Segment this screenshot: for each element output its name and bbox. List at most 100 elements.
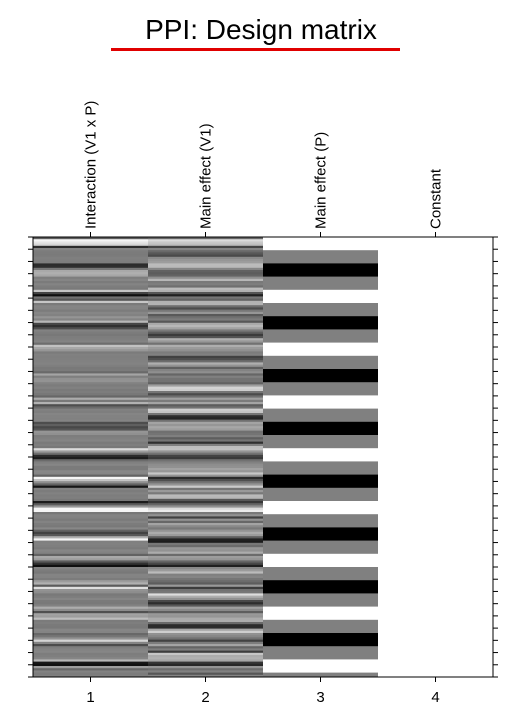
matrix-cell [148, 371, 264, 374]
matrix-cell [33, 263, 149, 266]
matrix-cell [33, 239, 149, 242]
matrix-cell [148, 547, 264, 550]
matrix-cell [33, 325, 149, 328]
matrix-cell [33, 272, 149, 275]
matrix-cell [148, 424, 264, 427]
matrix-cell [263, 659, 379, 673]
column-label-1: Interaction (V1 x P) [83, 101, 100, 229]
matrix-cell [263, 448, 379, 462]
matrix-cell [148, 338, 264, 341]
matrix-cell [33, 490, 149, 493]
matrix-cell [33, 278, 149, 282]
matrix-cell [148, 650, 264, 654]
matrix-cell [148, 402, 264, 405]
matrix-cell [33, 641, 149, 645]
matrix-cell [33, 600, 149, 603]
matrix-cell [33, 586, 149, 590]
matrix-cell [33, 406, 149, 409]
matrix-cell [148, 457, 264, 460]
matrix-cell [263, 593, 379, 607]
matrix-cell [148, 428, 264, 431]
matrix-cell [33, 281, 149, 284]
matrix-cell [33, 584, 149, 588]
matrix-cell [148, 490, 264, 493]
matrix-cell [148, 327, 264, 330]
matrix-cell [148, 485, 264, 489]
matrix-cell [148, 538, 264, 541]
matrix-cell [148, 265, 264, 269]
matrix-cell [148, 498, 264, 502]
matrix-cell [33, 531, 149, 535]
matrix-cell [33, 571, 149, 574]
matrix-cell [33, 545, 149, 548]
matrix-cell [33, 496, 149, 500]
matrix-cell [33, 371, 149, 374]
matrix-cell [33, 382, 149, 385]
matrix-cell [148, 344, 264, 348]
matrix-cell [33, 353, 149, 357]
matrix-cell [33, 421, 149, 425]
matrix-cell [148, 243, 264, 247]
matrix-cell [148, 366, 264, 370]
matrix-cell [148, 369, 264, 372]
matrix-cell [33, 397, 149, 401]
matrix-cell [33, 373, 149, 376]
matrix-cell [148, 320, 264, 324]
matrix-cell [33, 507, 149, 513]
matrix-cell [148, 558, 264, 561]
matrix-cell [33, 237, 149, 240]
matrix-cell [148, 624, 264, 627]
column-label-4: Constant [428, 168, 445, 229]
matrix-cell [148, 564, 264, 568]
matrix-cell [148, 635, 264, 638]
matrix-cell [33, 549, 149, 552]
matrix-cell [148, 536, 264, 539]
matrix-cell [33, 553, 149, 557]
matrix-cell [148, 450, 264, 453]
matrix-cell [148, 611, 264, 614]
matrix-cell [33, 591, 149, 594]
matrix-cell [263, 408, 379, 423]
matrix-cell [33, 349, 149, 352]
matrix-cell [33, 556, 149, 559]
matrix-cell [33, 589, 149, 592]
matrix-cell [148, 652, 264, 656]
matrix-cell [148, 512, 264, 515]
matrix-cell [33, 520, 149, 524]
matrix-cell [33, 395, 149, 398]
matrix-cell [33, 338, 149, 341]
title-underline [111, 48, 400, 51]
matrix-cell [263, 263, 379, 277]
matrix-cell [33, 318, 149, 321]
matrix-cell [263, 250, 379, 264]
matrix-cell [148, 441, 264, 445]
matrix-cell [33, 351, 149, 354]
matrix-cell [33, 314, 149, 317]
matrix-cell [148, 633, 264, 636]
matrix-cell [33, 666, 149, 669]
matrix-cell [148, 347, 264, 350]
matrix-cell [148, 553, 264, 557]
matrix-cell [33, 347, 149, 350]
matrix-cell [148, 507, 264, 511]
matrix-cell [148, 648, 264, 651]
matrix-cell [148, 476, 264, 480]
matrix-cell [148, 606, 264, 610]
matrix-cell [33, 399, 149, 403]
matrix-cell [33, 375, 149, 379]
matrix-cell [33, 672, 149, 676]
axes [28, 232, 498, 682]
matrix-cell [33, 514, 149, 517]
matrix-cell [33, 468, 149, 471]
x-tick-label-2: 2 [201, 689, 209, 706]
matrix-cell [33, 540, 149, 544]
matrix-cell [33, 358, 149, 361]
matrix-cell [33, 505, 149, 508]
matrix-cell [148, 435, 264, 438]
matrix-cell [263, 421, 379, 436]
matrix-cell [263, 276, 379, 291]
matrix-cell [33, 668, 149, 671]
matrix-cell [33, 256, 149, 260]
matrix-cell [148, 399, 264, 403]
matrix-cell [33, 582, 149, 585]
